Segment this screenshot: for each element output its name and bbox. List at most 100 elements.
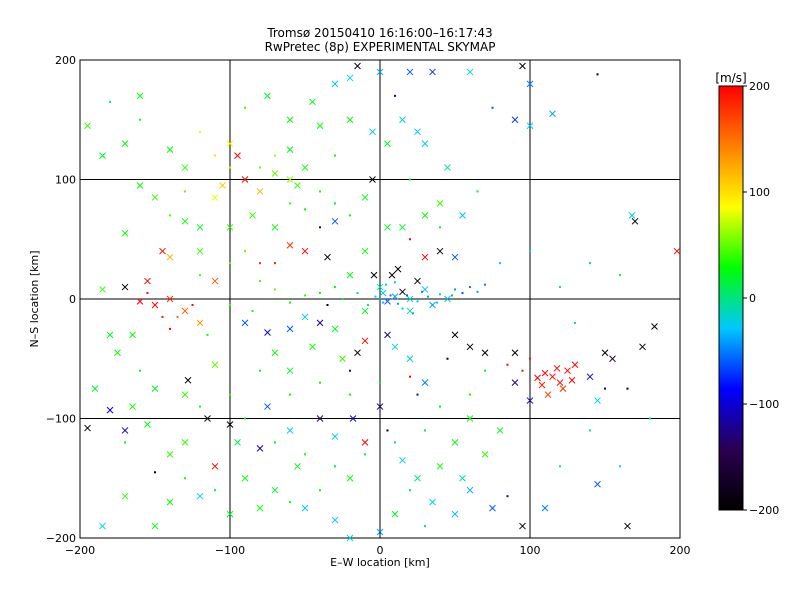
- data-point-cross: [301, 247, 309, 255]
- cross-stroke: [601, 349, 609, 357]
- data-point-cross: [631, 217, 639, 225]
- data-point-cross: [511, 116, 519, 124]
- data-point-cross: [211, 462, 219, 470]
- data-point-dot: [406, 294, 408, 297]
- cross-stroke: [286, 176, 294, 183]
- cross-stroke: [361, 194, 369, 201]
- data-point-dot: [259, 369, 261, 372]
- cross-stroke: [534, 374, 541, 382]
- data-point-cross: [526, 122, 534, 130]
- cross-stroke: [136, 92, 144, 100]
- data-point-cross: [286, 427, 294, 434]
- data-point-cross: [601, 349, 609, 357]
- colorbar-label: [m/s]: [715, 71, 746, 85]
- data-point-cross: [459, 211, 466, 219]
- data-point-cross: [624, 522, 631, 530]
- data-point-cross: [226, 510, 234, 518]
- cross-stroke: [459, 474, 466, 482]
- data-point-cross: [361, 307, 369, 315]
- cross-stroke: [331, 217, 339, 225]
- cross-stroke: [466, 486, 474, 494]
- cross-stroke: [226, 140, 234, 148]
- cross-stroke: [511, 379, 519, 387]
- colorbar: [m/s] 200 100 0 −100 −200: [715, 71, 779, 517]
- cross-stroke: [568, 376, 576, 384]
- data-point-cross: [361, 337, 369, 345]
- data-point-cross: [384, 298, 391, 305]
- cross-stroke: [526, 122, 534, 130]
- cross-stroke: [151, 301, 159, 309]
- y-axis-ticks: −200 −100 0 100 200: [46, 54, 86, 545]
- cross-stroke: [489, 504, 496, 512]
- data-point-cross: [226, 140, 234, 148]
- cross-stroke: [391, 343, 399, 351]
- cross-stroke: [559, 385, 567, 392]
- data-point-cross: [196, 223, 204, 231]
- data-point-cross: [466, 415, 474, 422]
- data-point-dot: [476, 190, 479, 193]
- data-point-cross: [121, 427, 129, 434]
- cross-stroke: [421, 140, 429, 148]
- data-point-dot: [289, 202, 291, 205]
- data-point-dot: [341, 298, 344, 300]
- data-point-dot: [529, 250, 531, 253]
- data-point-cross: [399, 456, 406, 464]
- cross-stroke: [541, 504, 549, 512]
- data-point-dot: [304, 208, 306, 211]
- data-point-dot: [521, 369, 524, 372]
- cross-stroke: [406, 307, 414, 315]
- cross-stroke: [256, 504, 264, 512]
- data-point-dot: [412, 312, 414, 315]
- data-point-dot: [596, 73, 599, 76]
- cross-stroke: [481, 349, 489, 357]
- data-point-dot: [319, 190, 321, 193]
- data-point-cross: [144, 421, 151, 428]
- cross-stroke: [166, 498, 174, 506]
- cross-stroke: [316, 319, 324, 327]
- cross-stroke: [436, 200, 444, 207]
- x-tick-label: 100: [520, 544, 541, 557]
- data-point-cross: [361, 247, 369, 255]
- cross-stroke: [219, 182, 226, 189]
- cross-stroke: [121, 492, 129, 500]
- cross-stroke: [84, 424, 91, 432]
- data-point-cross: [466, 343, 474, 351]
- cross-stroke: [181, 439, 189, 446]
- cross-stroke: [286, 367, 294, 375]
- data-point-cross: [241, 474, 249, 482]
- data-point-dot: [499, 262, 501, 265]
- grid-lines: [80, 60, 680, 538]
- data-point-cross: [451, 439, 459, 446]
- cross-stroke: [271, 349, 279, 357]
- data-point-dot: [626, 387, 629, 390]
- colorbar-gradient: [718, 85, 744, 511]
- data-point-cross: [121, 492, 129, 500]
- cross-stroke: [399, 456, 406, 464]
- cross-stroke: [639, 343, 646, 351]
- cross-stroke: [271, 486, 279, 494]
- data-point-cross: [99, 286, 106, 293]
- cross-stroke: [309, 98, 316, 106]
- cross-stroke: [346, 116, 354, 124]
- cross-stroke: [511, 349, 519, 357]
- data-point-dot: [229, 262, 231, 265]
- cross-stroke: [151, 522, 159, 530]
- data-point-dot: [139, 369, 141, 372]
- data-point-cross: [121, 283, 129, 291]
- data-point-cross: [294, 462, 301, 470]
- data-point-cross: [286, 241, 294, 249]
- data-point-cross: [106, 331, 114, 339]
- data-point-cross: [406, 295, 414, 303]
- data-point-cross: [219, 182, 226, 189]
- data-point-cross: [144, 277, 151, 285]
- data-point-cross: [286, 116, 294, 124]
- cross-stroke: [136, 298, 144, 305]
- data-point-dot: [334, 465, 336, 468]
- data-point-dot: [161, 315, 164, 318]
- cross-stroke: [436, 247, 444, 255]
- cross-stroke: [526, 80, 534, 88]
- data-point-cross: [369, 128, 376, 136]
- data-point-dot: [244, 250, 246, 253]
- data-point-dot: [529, 357, 531, 360]
- cross-stroke: [451, 331, 459, 339]
